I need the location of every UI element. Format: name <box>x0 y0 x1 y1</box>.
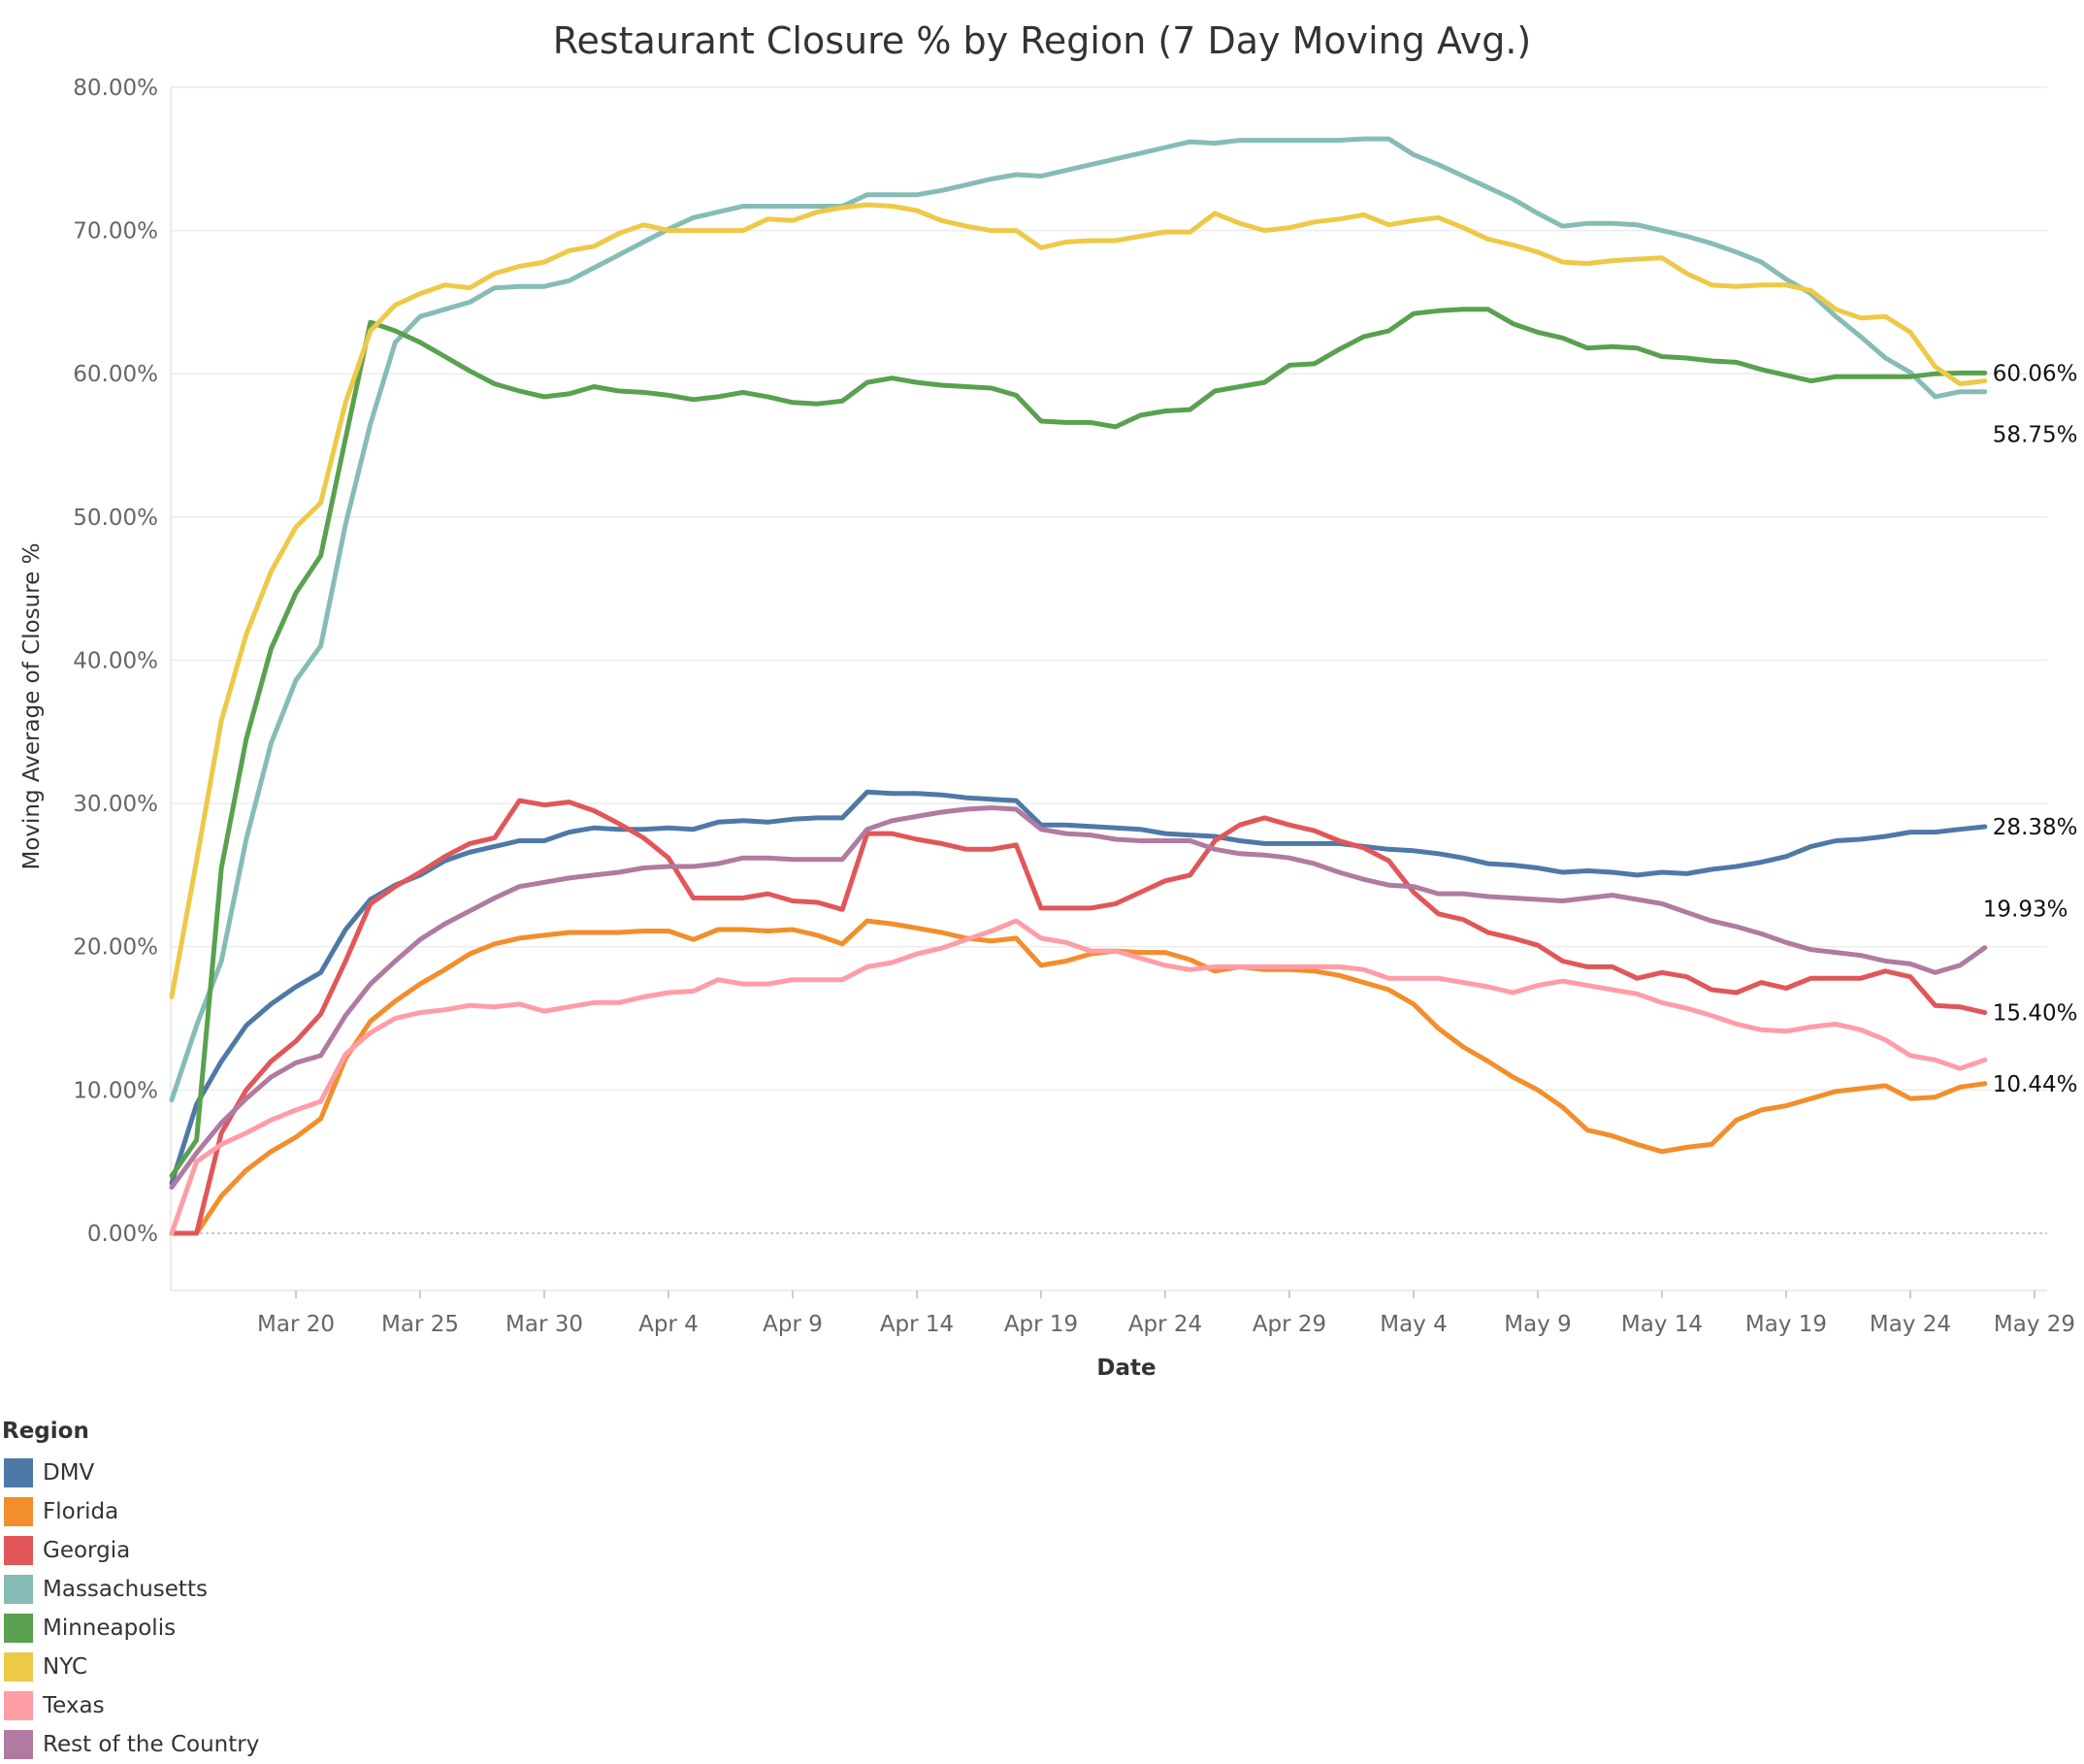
legend-item: Georgia <box>0 1531 259 1570</box>
x-tick-label: Mar 20 <box>257 1312 335 1337</box>
x-axis-title: Date <box>1096 1356 1156 1381</box>
y-tick-label: 60.00% <box>73 362 158 387</box>
gridlines <box>171 86 2047 1234</box>
end-label-rest-of-the-country: 19.93% <box>1983 898 2068 923</box>
end-label-massachusetts: 58.75% <box>1993 423 2078 448</box>
legend-label: Texas <box>43 1693 105 1718</box>
legend-item: DMV <box>0 1454 259 1492</box>
legend-swatch <box>4 1652 33 1682</box>
x-tick-label: May 4 <box>1380 1312 1448 1337</box>
legend-items: DMV Florida Georgia Massachusetts Minneapoli… <box>0 1454 259 1764</box>
legend-label: DMV <box>43 1460 95 1486</box>
legend-item: NYC <box>0 1648 259 1686</box>
series-line-florida <box>169 918 1988 1236</box>
legend-item: Rest of the Country <box>0 1725 259 1764</box>
y-tick-label: 20.00% <box>73 935 158 961</box>
legend-item: Texas <box>0 1686 259 1725</box>
x-tick-label: May 24 <box>1870 1312 1951 1337</box>
axes: 80.00% 70.00% 60.00% 50.00% 40.00% 30.00% 20.0… <box>73 76 2075 1337</box>
x-tick-label: Apr 4 <box>638 1312 699 1337</box>
chart-title: Restaurant Closure % by Region (7 Day Mo… <box>553 19 1531 62</box>
legend-swatch <box>4 1730 33 1759</box>
end-label-dmv: 28.38% <box>1993 815 2078 840</box>
legend: Region DMV Florida Georgia Massachusetts Min… <box>0 1419 259 1764</box>
series-line-dmv <box>169 789 1988 1186</box>
x-tick-label: Apr 24 <box>1128 1312 1202 1337</box>
legend-swatch <box>4 1614 33 1643</box>
end-label-minneapolis: 60.06% <box>1993 361 2078 386</box>
y-tick-label: 0.00% <box>87 1222 158 1247</box>
line-chart: Restaurant Closure % by Region (7 Day Mo… <box>19 19 2078 1381</box>
x-tick-label: Apr 9 <box>763 1312 823 1337</box>
series-line-rest-of-the-country <box>169 805 1988 1191</box>
legend-swatch <box>4 1497 33 1526</box>
legend-label: Georgia <box>43 1538 131 1563</box>
legend-item: Minneapolis <box>0 1609 259 1648</box>
series-line-massachusetts <box>169 136 1988 1103</box>
y-axis-title: Moving Average of Closure % <box>19 543 45 870</box>
y-tick-label: 10.00% <box>73 1078 158 1103</box>
x-tick-label: Apr 19 <box>1004 1312 1078 1337</box>
end-label-georgia: 15.40% <box>1993 1001 2078 1027</box>
legend-swatch <box>4 1575 33 1604</box>
legend-label: Massachusetts <box>43 1577 208 1602</box>
legend-label: NYC <box>43 1654 88 1680</box>
series-line-texas <box>169 918 1988 1236</box>
y-tick-label: 30.00% <box>73 792 158 817</box>
series-lines <box>169 136 1988 1236</box>
x-tick-label: May 9 <box>1504 1312 1572 1337</box>
legend-swatch <box>4 1536 33 1565</box>
x-tick-label: Apr 14 <box>880 1312 954 1337</box>
end-labels: 28.38% 10.44% 15.40% 58.75% 60.06% 19.93% <box>1983 361 2078 1096</box>
series-line-minneapolis <box>169 307 1988 1179</box>
legend-item: Florida <box>0 1492 259 1531</box>
series-line-nyc <box>169 202 1988 999</box>
y-tick-label: 50.00% <box>73 506 158 531</box>
legend-swatch <box>4 1458 33 1487</box>
legend-label: Minneapolis <box>43 1616 177 1641</box>
x-tick-label: May 14 <box>1621 1312 1703 1337</box>
legend-label: Florida <box>43 1499 119 1524</box>
y-tick-label: 40.00% <box>73 648 158 673</box>
x-tick-label: Apr 29 <box>1253 1312 1326 1337</box>
legend-item: Massachusetts <box>0 1570 259 1609</box>
series-line-georgia <box>169 798 1988 1236</box>
x-tick-label: Mar 30 <box>505 1312 583 1337</box>
x-tick-label: May 29 <box>1994 1312 2075 1337</box>
legend-swatch <box>4 1691 33 1720</box>
y-tick-label: 70.00% <box>73 219 158 245</box>
x-tick-label: May 19 <box>1745 1312 1827 1337</box>
x-tick-label: Mar 25 <box>381 1312 459 1337</box>
y-tick-label: 80.00% <box>73 76 158 101</box>
legend-label: Rest of the Country <box>43 1732 260 1757</box>
end-label-florida: 10.44% <box>1993 1072 2078 1097</box>
legend-title: Region <box>2 1419 89 1444</box>
